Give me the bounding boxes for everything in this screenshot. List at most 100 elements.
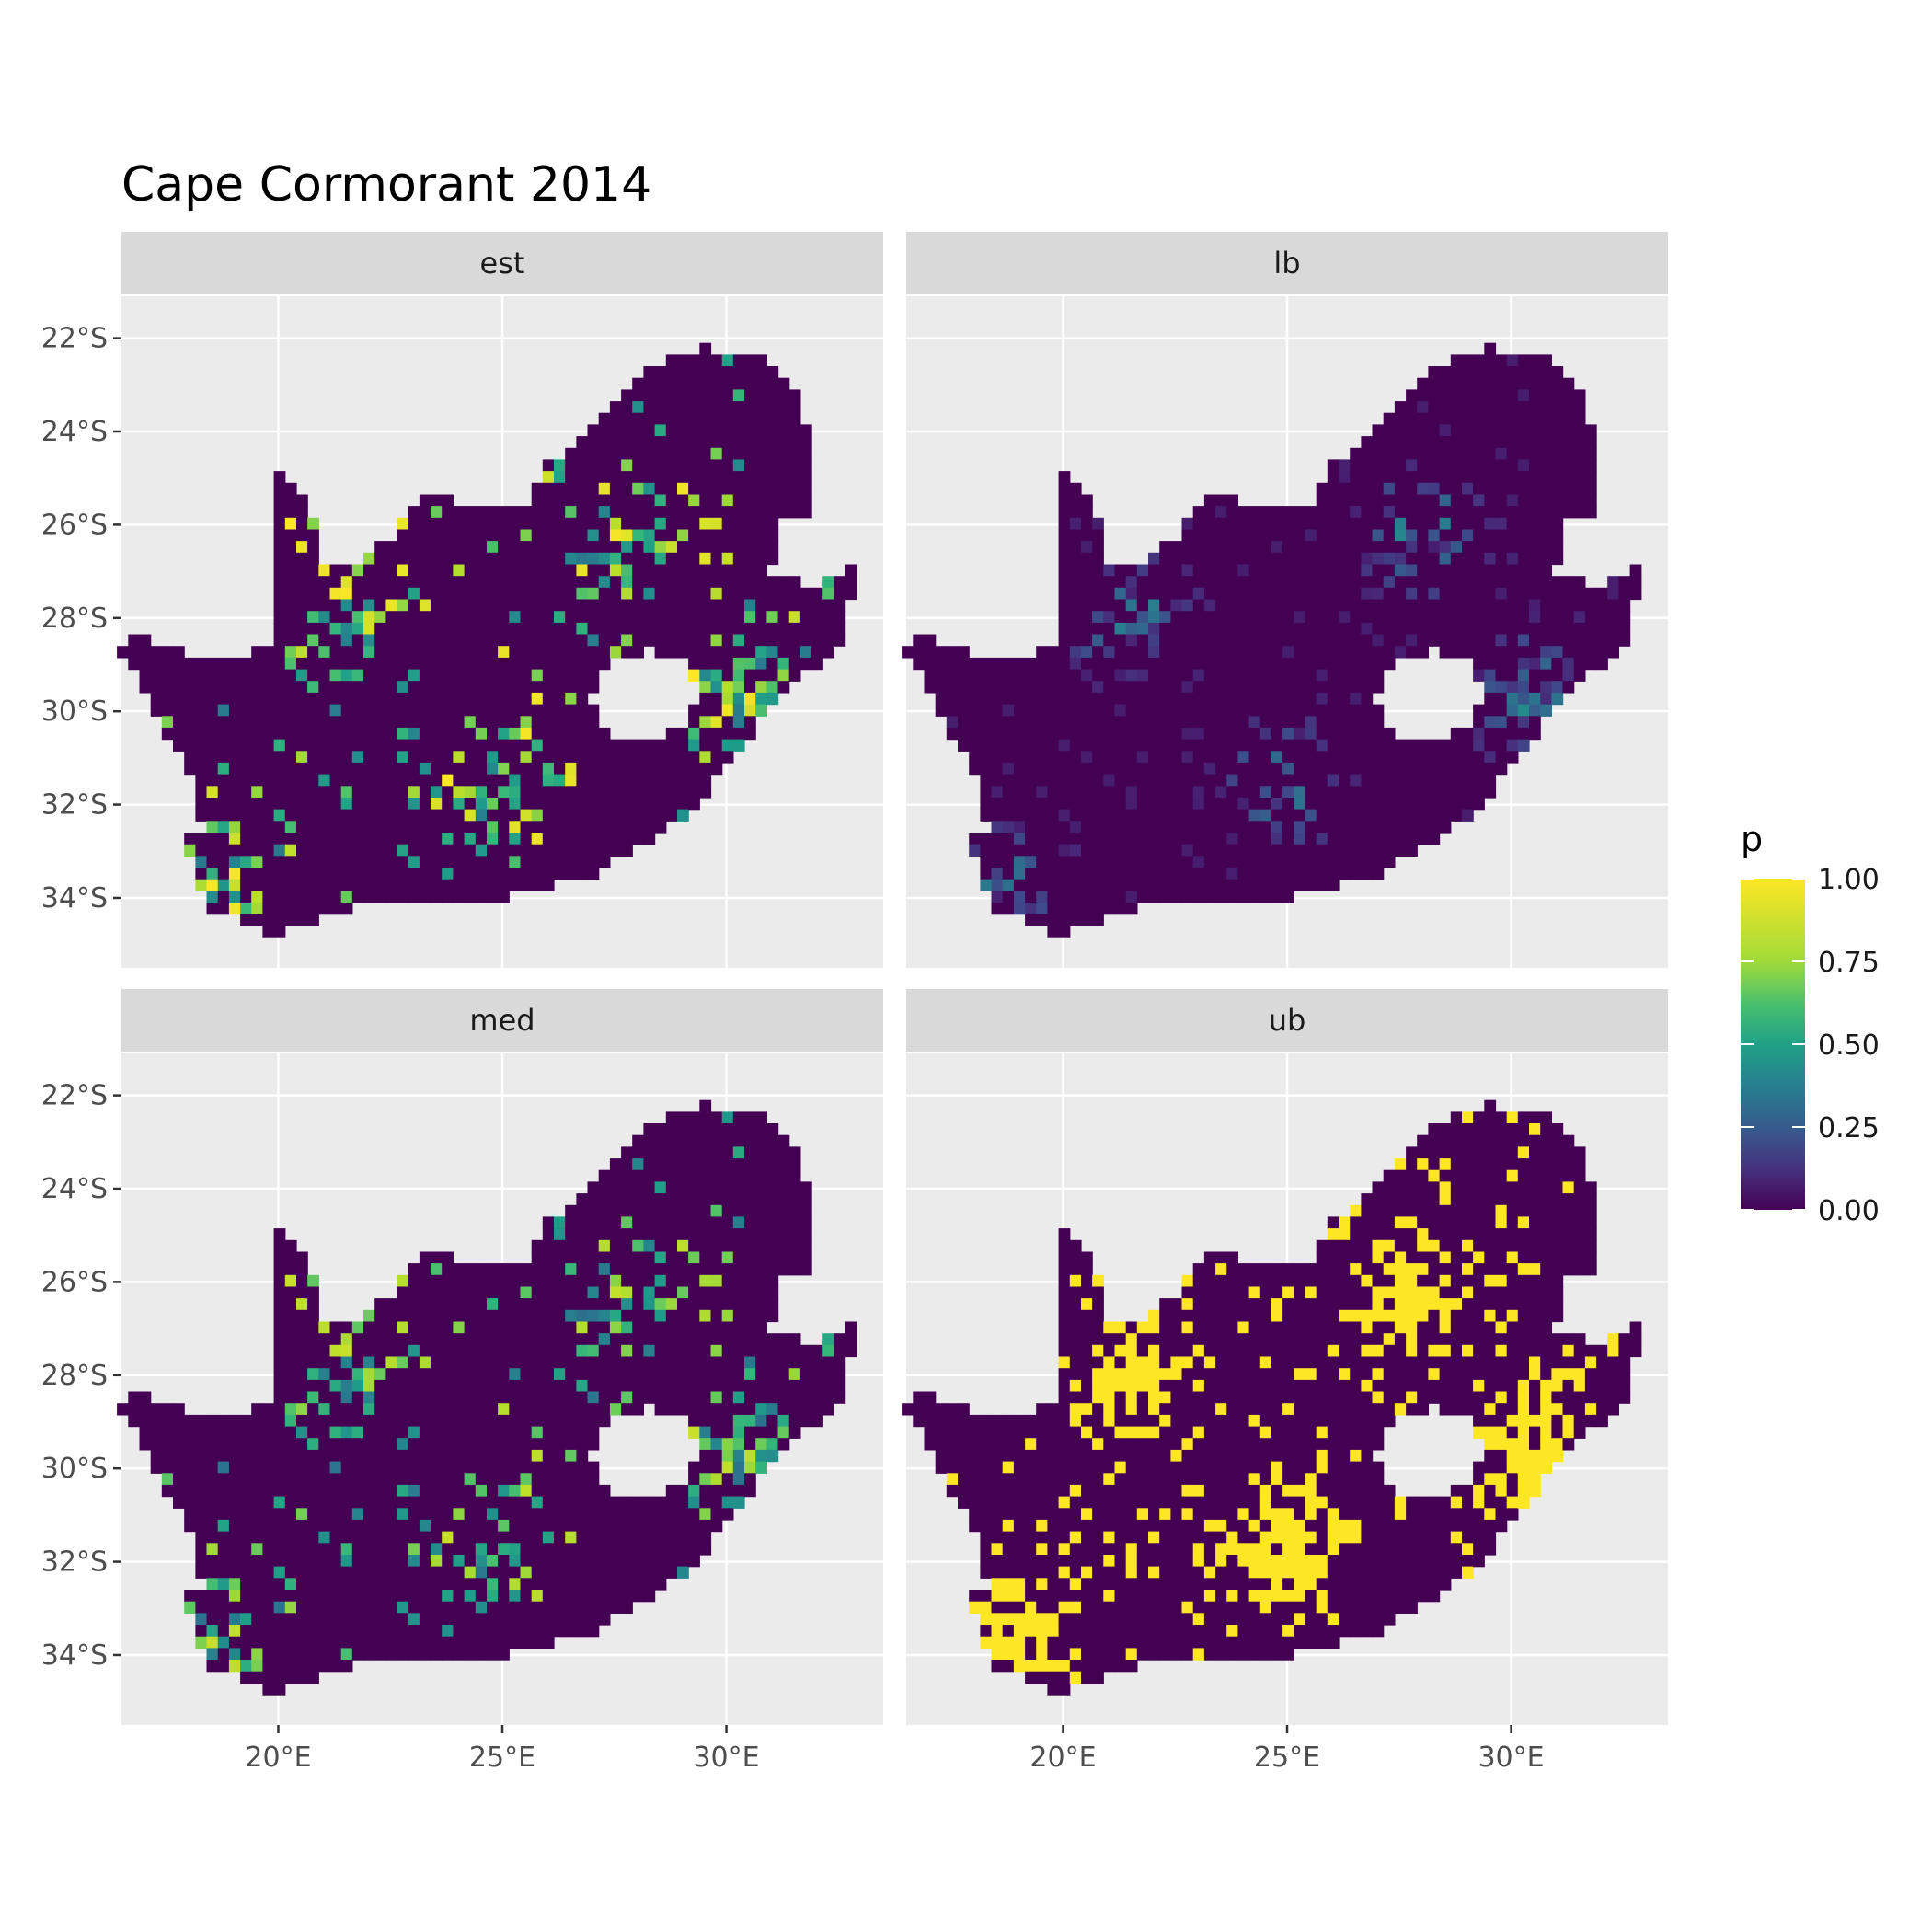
grid-cell <box>442 1414 454 1428</box>
grid-cell <box>1316 517 1328 531</box>
grid-cell <box>397 1519 409 1533</box>
grid-cell <box>1114 739 1127 752</box>
grid-cell <box>374 646 386 659</box>
grid-cell <box>487 517 499 531</box>
grid-cell <box>1036 891 1048 903</box>
grid-cell <box>340 1543 353 1556</box>
grid-cell <box>811 599 823 612</box>
grid-cell <box>1192 541 1205 554</box>
grid-cell <box>374 1298 386 1311</box>
grid-cell <box>609 1193 622 1206</box>
grid-cell <box>710 447 723 461</box>
grid-cell <box>1215 506 1227 519</box>
grid-cell <box>677 541 689 554</box>
grid-cell <box>509 529 522 542</box>
grid-cell <box>273 1683 286 1696</box>
grid-cell <box>1350 856 1362 868</box>
grid-cell <box>351 1438 364 1451</box>
grid-cell <box>1159 564 1171 577</box>
grid-cell <box>1271 879 1283 891</box>
grid-cell <box>788 436 801 449</box>
grid-cell <box>464 1414 477 1428</box>
grid-cell <box>1596 646 1608 659</box>
grid-cell <box>1294 576 1306 589</box>
grid-cell <box>665 424 678 437</box>
grid-cell <box>487 1484 499 1498</box>
grid-cell <box>1013 751 1026 764</box>
grid-cell <box>542 529 555 542</box>
grid-cell <box>1406 844 1418 857</box>
grid-cell <box>217 856 230 868</box>
grid-cell <box>487 833 499 845</box>
grid-cell <box>329 692 342 706</box>
grid-cell <box>1529 517 1541 531</box>
grid-cell <box>453 1449 466 1463</box>
grid-cell <box>397 1344 409 1358</box>
grid-cell <box>307 1625 319 1638</box>
grid-cell <box>1025 727 1037 741</box>
grid-cell <box>991 833 1004 845</box>
grid-cell <box>576 494 589 507</box>
grid-cell <box>632 506 644 519</box>
grid-cell <box>1148 739 1160 752</box>
grid-cell <box>1517 482 1530 496</box>
grid-cell <box>766 459 779 472</box>
grid-cell <box>598 1193 611 1206</box>
grid-cell <box>587 611 600 624</box>
grid-cell <box>273 1356 286 1369</box>
grid-cell <box>1282 622 1294 636</box>
grid-cell <box>1495 716 1508 729</box>
grid-cell <box>1226 599 1238 612</box>
grid-cell <box>1013 681 1026 694</box>
grid-cell <box>1226 727 1238 741</box>
grid-cell <box>464 1555 477 1568</box>
grid-cell <box>1529 716 1541 729</box>
grid-cell <box>1506 471 1519 484</box>
grid-cell <box>721 389 734 402</box>
grid-cell <box>318 634 331 647</box>
grid-cell <box>431 1251 443 1264</box>
grid-cell <box>1372 424 1385 437</box>
grid-cell <box>340 1333 353 1346</box>
grid-cell <box>1484 646 1497 659</box>
grid-cell <box>845 564 857 577</box>
grid-cell <box>1058 751 1071 764</box>
grid-cell <box>1551 669 1564 682</box>
grid-cell <box>1417 506 1429 519</box>
grid-cell <box>1237 704 1250 717</box>
grid-cell <box>296 1625 308 1638</box>
grid-cell <box>442 506 454 519</box>
grid-cell <box>587 786 600 799</box>
grid-cell <box>576 634 589 647</box>
grid-cell <box>318 844 331 857</box>
grid-cell <box>363 1484 375 1498</box>
grid-cell <box>1148 821 1160 834</box>
grid-cell <box>419 1625 431 1638</box>
grid-cell <box>318 1519 331 1533</box>
grid-cell <box>284 1555 297 1568</box>
grid-cell <box>688 751 700 764</box>
grid-cell <box>1428 412 1441 425</box>
grid-cell <box>1305 762 1317 776</box>
figure-title: Cape Cormorant 2014 <box>121 157 651 213</box>
grid-cell <box>173 669 185 682</box>
grid-cell <box>1361 716 1374 729</box>
grid-cell <box>1350 798 1362 811</box>
grid-cell <box>1036 879 1048 891</box>
grid-cell <box>251 1555 263 1568</box>
grid-cell <box>419 751 431 764</box>
grid-cell <box>531 634 544 647</box>
grid-cell <box>576 681 589 694</box>
grid-cell <box>576 587 589 601</box>
grid-cell <box>1495 646 1508 659</box>
grid-cell <box>475 774 488 787</box>
grid-cell <box>1383 821 1396 834</box>
grid-cell <box>464 704 477 717</box>
grid-cell <box>531 844 544 857</box>
grid-cell <box>419 1391 431 1404</box>
grid-cell <box>654 786 667 799</box>
grid-cell <box>520 622 533 636</box>
grid-cell <box>1248 517 1261 531</box>
grid-cell <box>980 879 993 891</box>
grid-cell <box>318 599 331 612</box>
